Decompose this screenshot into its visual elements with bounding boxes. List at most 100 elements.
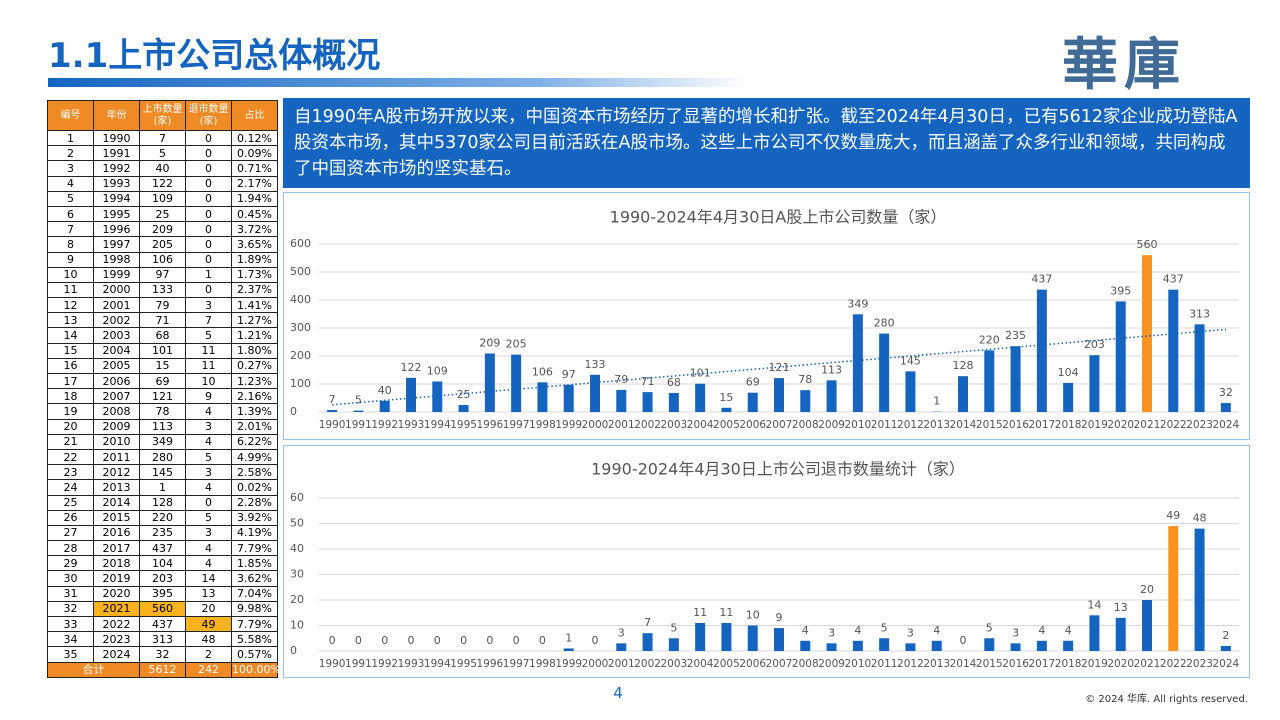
table-cell: 10 <box>47 266 94 283</box>
x-tick-label: 1991 <box>345 658 372 670</box>
data-label: 48 <box>1193 512 1207 525</box>
data-label: 128 <box>953 359 974 372</box>
x-tick-label: 1992 <box>371 658 398 670</box>
bar <box>984 638 995 651</box>
x-tick-label: 1998 <box>529 419 556 431</box>
table-cell: 5 <box>47 190 94 207</box>
table-cell: 49 <box>185 615 232 633</box>
table-cell: 2016 <box>93 524 140 542</box>
table-row: 25 2014 128 0 2.28% <box>47 494 278 511</box>
x-tick-label: 2013 <box>923 658 950 670</box>
data-label: 40 <box>378 384 392 397</box>
table-cell: 349 <box>139 433 186 450</box>
data-label: 106 <box>532 365 553 378</box>
data-label: 0 <box>592 634 599 647</box>
table-cell: 32 <box>47 600 94 618</box>
trend-line <box>332 328 1226 406</box>
table-cell: 0 <box>185 205 232 223</box>
slide-title: 1.1上市公司总体概况 <box>48 36 381 76</box>
table-cell: 48 <box>185 631 232 648</box>
data-label: 313 <box>1189 307 1210 320</box>
table-cell: 1.94% <box>231 190 278 207</box>
table-cell: 104 <box>139 555 186 572</box>
table-cell: 3 <box>185 418 232 435</box>
x-tick-label: 1994 <box>424 658 451 670</box>
data-label: 235 <box>1005 329 1026 342</box>
x-tick-label: 2020 <box>1107 419 1134 431</box>
table-cell: 17 <box>47 372 94 390</box>
table-row: 19 2008 78 4 1.39% <box>47 403 278 420</box>
data-label: 104 <box>1058 366 1079 379</box>
bar <box>774 378 784 412</box>
x-tick-label: 2012 <box>897 419 924 431</box>
data-label: 4 <box>1038 624 1045 637</box>
table-cell: 203 <box>139 570 186 587</box>
x-tick-label: 2016 <box>1002 419 1029 431</box>
table-cell: 2001 <box>93 297 140 314</box>
table-cell: 2008 <box>93 403 140 420</box>
table-row: 12 2001 79 3 1.41% <box>47 297 278 314</box>
table-cell: 22 <box>47 448 94 466</box>
data-label: 10 <box>746 609 760 622</box>
table-cell: 4 <box>185 403 232 420</box>
table-cell: 4 <box>185 433 232 450</box>
bar <box>905 371 916 412</box>
x-tick-label: 1993 <box>398 658 425 670</box>
table-cell: 235 <box>139 524 186 542</box>
table-cell: 0.27% <box>231 357 278 375</box>
x-tick-label: 2017 <box>1028 658 1055 670</box>
bar <box>879 333 890 412</box>
table-cell: 2004 <box>93 342 140 359</box>
table-cell: 1.27% <box>231 312 278 329</box>
table-cell: 2.28% <box>231 494 278 511</box>
data-label: 4 <box>1065 624 1072 637</box>
table-cell: 1999 <box>93 266 140 283</box>
table-cell: 1.21% <box>231 327 278 344</box>
x-tick-label: 1995 <box>450 419 477 431</box>
table-row: 34 2023 313 48 5.58% <box>47 631 278 648</box>
table-cell: 2023 <box>93 631 140 648</box>
data-label: 395 <box>1110 284 1131 297</box>
y-tick-label: 100 <box>290 377 311 390</box>
title-underline <box>48 78 748 87</box>
table-row: 28 2017 437 4 7.79% <box>47 540 278 557</box>
bar <box>721 622 732 651</box>
bar <box>563 384 574 412</box>
table-row: 13 2002 71 7 1.27% <box>47 312 278 329</box>
table-row: 15 2004 101 11 1.80% <box>47 342 278 359</box>
bar <box>1194 528 1205 651</box>
table-cell: 1998 <box>93 251 140 268</box>
table-row: 9 1998 106 0 1.89% <box>47 251 278 268</box>
x-tick-label: 2019 <box>1081 658 1108 670</box>
table-row: 2 1991 5 0 0.09% <box>47 145 278 162</box>
table-row: 1 1990 7 0 0.12% <box>47 129 278 147</box>
data-label: 0 <box>960 634 967 647</box>
table-cell: 9.98% <box>231 600 278 618</box>
data-label: 14 <box>1087 598 1101 611</box>
bar <box>668 638 679 651</box>
table-row: 29 2018 104 4 1.85% <box>47 555 278 572</box>
column-header: 上市数量 (家) <box>139 100 186 131</box>
data-label: 0 <box>460 634 467 647</box>
x-tick-label: 2012 <box>897 658 924 670</box>
total-cell: 5612 <box>139 661 186 678</box>
table-cell: 2009 <box>93 418 140 435</box>
total-cell: 242 <box>185 661 232 678</box>
table-cell: 220 <box>139 509 186 526</box>
x-tick-label: 1990 <box>319 658 346 670</box>
table-cell: 68 <box>139 327 186 344</box>
table-cell: 23 <box>47 464 94 481</box>
table-cell: 0 <box>185 251 232 268</box>
table-cell: 9 <box>185 388 232 405</box>
data-label: 78 <box>798 373 812 386</box>
data-label: 3 <box>618 626 625 639</box>
bar <box>1220 403 1231 412</box>
bar <box>1220 645 1231 651</box>
bar <box>1142 255 1152 412</box>
table-cell: 2024 <box>93 646 140 663</box>
table-cell: 109 <box>139 190 186 207</box>
table-cell: 2012 <box>93 464 140 481</box>
data-label: 0 <box>486 634 493 647</box>
x-tick-label: 2015 <box>976 658 1003 670</box>
table-cell: 0.45% <box>231 205 278 223</box>
